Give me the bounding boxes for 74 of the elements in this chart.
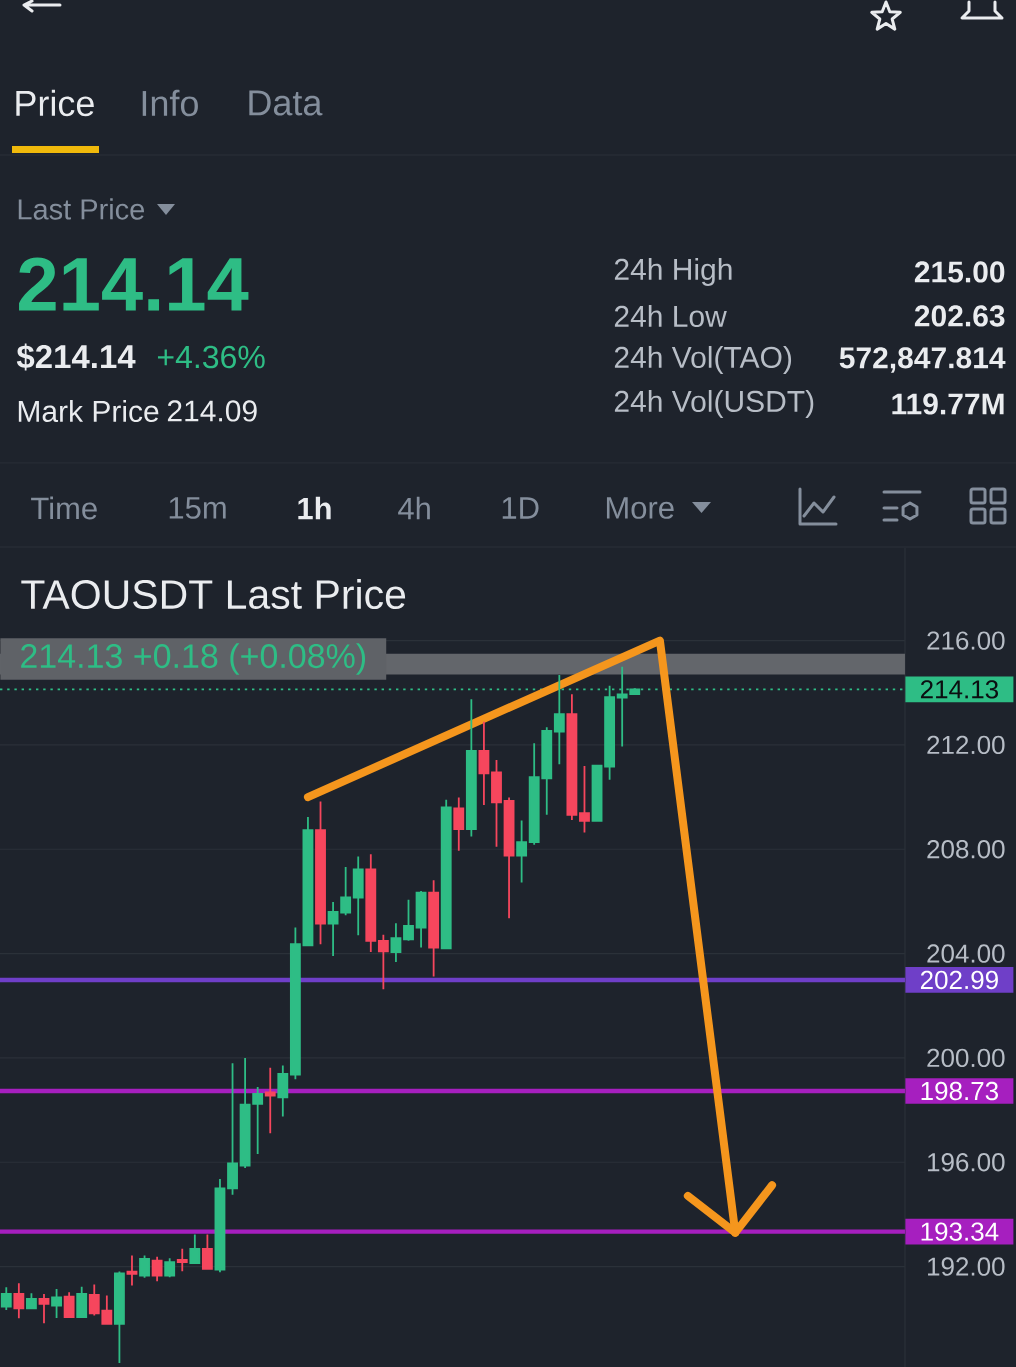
candlestick: [26, 1292, 37, 1310]
candlestick: [491, 759, 502, 848]
text: TAOUSDT Last Price: [21, 578, 406, 610]
text: +4.36%: [157, 345, 265, 369]
text: Price: [16, 89, 94, 117]
text: 202.63: [914, 305, 1005, 327]
candlestick: [352, 855, 364, 937]
candlestick: [38, 1293, 50, 1325]
text: $214.14: [16, 343, 136, 371]
candlestick: [214, 1178, 226, 1274]
candlestick: [164, 1257, 176, 1279]
candlestick: [13, 1282, 25, 1320]
text: Last Price: [18, 198, 145, 220]
text: Info: [142, 89, 198, 117]
y-tick-label: 200.00: [927, 1048, 1005, 1068]
y-tick-label: 204.00: [927, 944, 1005, 963]
candlestick: [302, 816, 314, 947]
ref-line-label: 202.99: [920, 970, 998, 990]
candlestick: [289, 926, 301, 1081]
candlestick: [553, 674, 565, 766]
text: 1h: [298, 496, 331, 520]
candlestick: [428, 879, 440, 978]
candlestick: [126, 1254, 138, 1287]
candlestick: [0, 1286, 12, 1311]
text: Data: [249, 90, 323, 116]
candlestick: [503, 796, 515, 920]
candlestick: [176, 1247, 188, 1273]
candlestick: [76, 1285, 88, 1319]
text: 214.13 +0.18 (+0.08%): [21, 643, 366, 675]
candlestick: [415, 890, 427, 949]
text: Mark Price: [18, 399, 159, 423]
text: More: [606, 497, 674, 519]
candlestick: [465, 698, 477, 838]
candlestick: [390, 922, 402, 963]
text: Time: [31, 496, 97, 520]
text: 215.00: [914, 261, 1005, 283]
candlestick: [277, 1064, 289, 1118]
text: 214.14: [19, 257, 249, 311]
candlestick: [403, 898, 414, 942]
candlestick: [566, 693, 578, 821]
candlestick: [453, 796, 465, 852]
candlestick: [189, 1233, 201, 1265]
ref-line-label: 198.73: [921, 1081, 999, 1101]
candlestick: [591, 764, 603, 823]
ref-line-label: 193.34: [921, 1222, 999, 1241]
y-tick-label: 192.00: [928, 1257, 1005, 1276]
candlestick: [113, 1270, 125, 1364]
ref-line-label: 214.13: [920, 680, 999, 699]
text: 24h Vol(TAO): [614, 346, 792, 374]
candlestick: [440, 798, 452, 951]
candlestick: [151, 1255, 163, 1283]
candlestick: [516, 819, 528, 884]
text: 15m: [169, 497, 226, 519]
text: 119.77M: [892, 393, 1004, 415]
candlestick: [365, 853, 377, 953]
text: 24h High: [614, 258, 732, 286]
text: 24h Vol(USDT): [614, 390, 814, 418]
candlestick: [51, 1288, 62, 1319]
candlestick: [201, 1233, 213, 1270]
text: 572,847.814: [839, 347, 1006, 373]
candlestick: [63, 1291, 75, 1319]
text: 1D: [502, 497, 539, 519]
candlestick: [264, 1066, 276, 1135]
y-tick-label: 208.00: [927, 840, 1005, 859]
text: 214.09: [167, 400, 257, 422]
text: 24h Low: [614, 304, 727, 328]
text: 4h: [398, 496, 430, 520]
candlestick: [315, 800, 326, 946]
candlestick: [478, 720, 490, 806]
candlestick: [377, 933, 389, 991]
y-tick-label: 196.00: [928, 1153, 1005, 1172]
candlestick: [139, 1254, 150, 1279]
y-tick-label: 216.00: [927, 631, 1005, 650]
y-tick-label: 212.00: [927, 735, 1005, 755]
